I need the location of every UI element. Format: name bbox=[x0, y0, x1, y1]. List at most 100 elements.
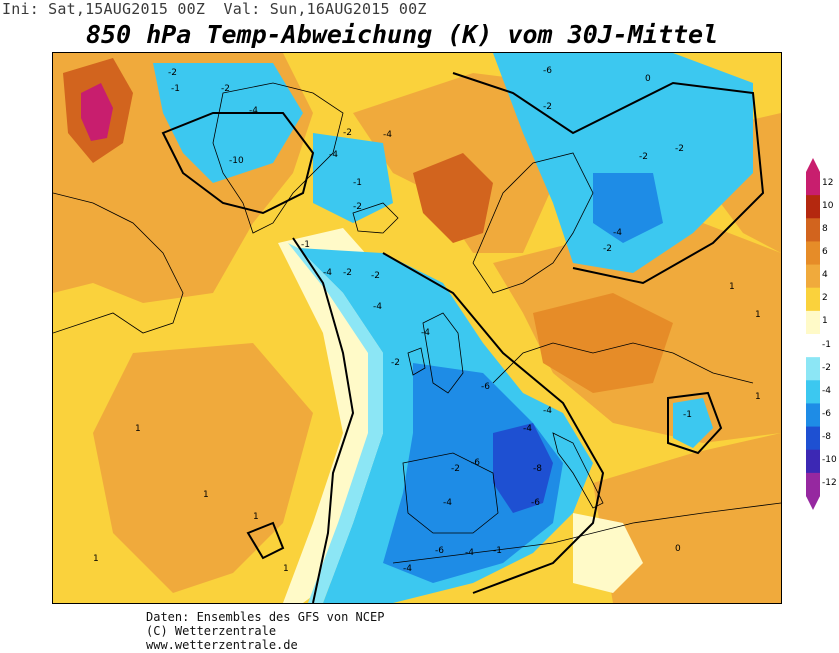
contour-label: -8 bbox=[533, 464, 542, 474]
contour-label: -2 bbox=[543, 102, 552, 112]
colorbar-level-label: -8 bbox=[822, 432, 831, 443]
valid-text: Val: Sun,16AUG2015 00Z bbox=[223, 0, 427, 18]
contour-label: -4 bbox=[613, 228, 622, 238]
footer-copyright: (C) Wetterzentrale bbox=[146, 624, 277, 638]
contour-label: -2 bbox=[391, 358, 400, 368]
coastline-iberia bbox=[402, 452, 499, 534]
colorbar-cell bbox=[806, 357, 820, 381]
blue-anomaly-france-iberia bbox=[383, 363, 563, 583]
cyan-anomaly-turkey bbox=[673, 398, 713, 448]
contour-label: -6 bbox=[543, 66, 552, 76]
init-valid-header: Ini: Sat,15AUG2015 00Z Val: Sun,16AUG201… bbox=[2, 0, 427, 18]
coastline-europe-main bbox=[492, 342, 754, 384]
contour-label: -1 bbox=[353, 178, 362, 188]
coastline-north-america bbox=[53, 192, 184, 334]
colorbar-top-arrow bbox=[806, 158, 820, 172]
contour-label: 1 bbox=[755, 392, 761, 402]
dark-orange-hotspot-east bbox=[533, 293, 673, 393]
contour-label: 1 bbox=[135, 424, 141, 434]
zero-contour-west bbox=[292, 237, 355, 603]
coastline-italy bbox=[552, 432, 604, 509]
zero-contour-atlantic-small bbox=[246, 521, 285, 560]
contour-label: -2 bbox=[343, 128, 352, 138]
contour-label: -2 bbox=[371, 271, 380, 281]
colorbar-cell bbox=[806, 264, 820, 289]
coastline-british-isles bbox=[407, 312, 464, 394]
cyan-anomaly-arctic-north bbox=[493, 53, 753, 273]
colorbar-level-label: -1 bbox=[822, 339, 831, 350]
contour-label: -2 bbox=[343, 268, 352, 278]
contour-label: -4 bbox=[443, 498, 452, 508]
contour-label: -1 bbox=[301, 240, 310, 250]
colorbar-level-label: 2 bbox=[822, 293, 828, 304]
colorbar-level-label: -6 bbox=[822, 409, 831, 419]
colorbar-cell bbox=[806, 287, 820, 312]
colorbar-bottom-arrow bbox=[806, 496, 820, 510]
contour-label: 1 bbox=[93, 554, 99, 564]
contour-label: -4 bbox=[465, 548, 474, 558]
colorbar-cell bbox=[806, 195, 820, 219]
colorbar-level-label: -10 bbox=[822, 455, 837, 466]
contour-label: -4 bbox=[421, 328, 430, 338]
contour-label: -2 bbox=[639, 152, 648, 162]
colorbar-cell bbox=[806, 449, 820, 474]
contour-label: -2 bbox=[221, 84, 230, 94]
anomaly-map-canvas: -2 -1 -2 -4 -10 -6 -2 -2 -4 -1 -2 -4 -2 … bbox=[53, 53, 781, 603]
contour-label: -1 bbox=[171, 84, 180, 94]
zero-contour-arctic bbox=[452, 72, 765, 285]
contour-label: 1 bbox=[203, 490, 209, 500]
colorbar-level-label: 6 bbox=[822, 247, 828, 257]
colorbar-cell bbox=[806, 334, 820, 358]
colorbar-level-label: 12 bbox=[822, 177, 834, 188]
contour-label: -4 bbox=[323, 268, 332, 278]
colorbar-level-label: 8 bbox=[822, 223, 828, 234]
contour-label: -4 bbox=[543, 406, 552, 416]
dark-orange-hotspot-norway bbox=[413, 153, 493, 243]
orange-anomaly-central-atlantic bbox=[93, 343, 313, 593]
zero-contours bbox=[161, 72, 765, 603]
colorbar-level-label: 10 bbox=[822, 200, 834, 211]
deep-blue-core bbox=[493, 423, 553, 513]
light-cyan-edge-europe bbox=[288, 243, 383, 603]
colorbar bbox=[806, 158, 820, 510]
anomaly-map: -2 -1 -2 -4 -10 -6 -2 -2 -4 -1 -2 -4 -2 … bbox=[52, 52, 782, 604]
coastlines bbox=[53, 82, 781, 564]
contour-label: -4 bbox=[249, 106, 258, 116]
light-yellow-africa bbox=[573, 513, 643, 593]
colorbar-cell bbox=[806, 426, 820, 451]
colorbar-level-label: -2 bbox=[822, 362, 831, 373]
contour-label: -2 bbox=[353, 202, 362, 212]
zero-contour-turkey bbox=[667, 391, 723, 455]
colorbar-cell bbox=[806, 172, 820, 196]
cyan-anomaly-greenland bbox=[153, 63, 303, 183]
colorbar-cell bbox=[806, 241, 820, 266]
colorbar-level-label: 1 bbox=[822, 316, 828, 327]
coastline-scandinavia bbox=[472, 152, 594, 294]
zero-contour-greenland bbox=[161, 112, 315, 215]
colorbar-cell bbox=[806, 380, 820, 404]
colorbar-cell bbox=[806, 403, 820, 428]
contour-label: -1 bbox=[683, 410, 692, 420]
contour-label: -4 bbox=[383, 130, 392, 140]
contour-label: 1 bbox=[283, 564, 289, 574]
contour-label: 1 bbox=[755, 310, 761, 320]
footer-website-link[interactable]: www.wetterzentrale.de bbox=[146, 638, 298, 652]
colorbar-cell bbox=[806, 218, 820, 242]
cyan-anomaly-iceland-sea bbox=[313, 133, 393, 223]
map-title: 850 hPa Temp-Abweichung (K) vom 30J-Mitt… bbox=[86, 20, 719, 49]
contour-label: -2 bbox=[451, 464, 460, 474]
contour-label: -10 bbox=[229, 156, 244, 166]
credits-footer: Daten: Ensembles des GFS von NCEP (C) Wet… bbox=[146, 610, 384, 652]
contour-label: -6 bbox=[531, 498, 540, 508]
contour-label: -6 bbox=[481, 382, 490, 392]
coastline-greenland bbox=[212, 82, 344, 234]
footer-data-source: Daten: Ensembles des GFS von NCEP bbox=[146, 610, 385, 624]
contour-label: -4 bbox=[373, 302, 382, 312]
contour-label: 1 bbox=[253, 512, 259, 522]
magenta-hotspot bbox=[81, 83, 113, 141]
contour-label: -4 bbox=[403, 564, 412, 574]
zero-contour-east bbox=[382, 252, 605, 594]
contour-label: -6 bbox=[435, 546, 444, 556]
colorbar-level-label: -4 bbox=[822, 385, 831, 396]
blue-anomaly-arctic bbox=[593, 173, 663, 243]
